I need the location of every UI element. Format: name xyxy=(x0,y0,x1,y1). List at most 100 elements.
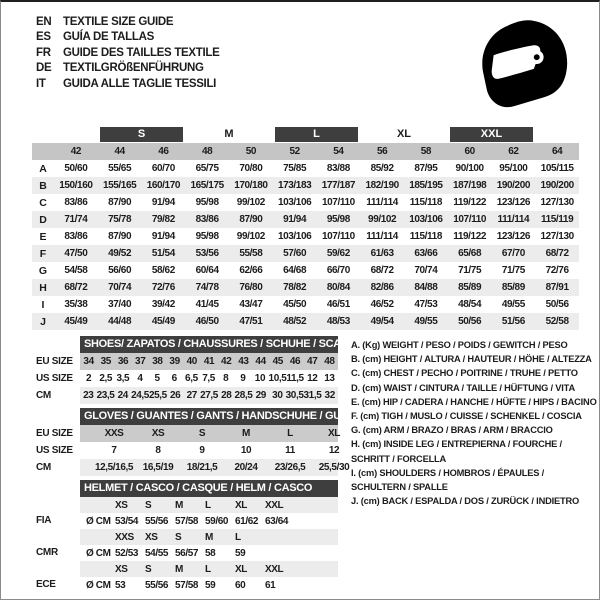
value-cell: M xyxy=(242,428,250,439)
value-cell: 23/26,5 xyxy=(274,462,306,473)
value-cell: 91/94 xyxy=(151,231,175,242)
value-cell: 11,5 xyxy=(286,373,304,384)
value-cell: 107/110 xyxy=(321,197,355,208)
value-cell: 29 xyxy=(255,390,267,401)
value-cell: 43 xyxy=(238,356,249,367)
value-cell: 10 xyxy=(254,373,266,384)
value-cell: 24,5 xyxy=(131,390,149,401)
value-cell: 49/52 xyxy=(108,248,132,259)
value-cell: 123/126 xyxy=(496,231,531,242)
value-cell: 7,5 xyxy=(202,373,215,384)
measure-letter-cell: H xyxy=(39,281,47,294)
size-header-cell: S xyxy=(145,563,152,575)
value-cell: 47 xyxy=(307,356,318,367)
value-cell: 52/53 xyxy=(115,547,139,559)
value-cell: 47/51 xyxy=(239,316,263,327)
value-cell: 45 xyxy=(272,356,284,367)
measurement-legend: A. (Kg) WEIGHT / PESO / POIDS / GEWITCH … xyxy=(351,338,598,508)
value-cell: 155/165 xyxy=(102,180,137,191)
shoes-table: 34 35 36 37 38 39 40 41 42 43 44 45 46 47 48 2 2,5 3,5 4 5 6… xyxy=(80,353,338,404)
value-cell: 43/47 xyxy=(239,299,263,310)
value-cell: 20/24 xyxy=(234,462,258,473)
measure-letter-cell: F xyxy=(39,247,47,260)
legend-item: I. (cm) SHOULDERS / HOMBROS / ÉPAULES / … xyxy=(351,467,544,493)
value-cell: 57/58 xyxy=(175,515,199,527)
size-header-cell: XXL xyxy=(265,563,284,575)
table-row: 7 8 9 10 11 12 xyxy=(80,442,339,459)
value-cell: 52/58 xyxy=(545,316,569,327)
value-cell: 48/54 xyxy=(458,299,482,310)
value-cell: 27 xyxy=(186,390,198,401)
value-cell: 71/75 xyxy=(458,265,482,276)
value-cell: XL xyxy=(328,428,340,439)
size-header-cell: 64 xyxy=(551,146,563,157)
diameter-label-cell: Ø CM xyxy=(86,515,111,527)
value-cell: 48/52 xyxy=(283,316,307,327)
value-cell: 65/68 xyxy=(458,248,482,259)
value-cell: 83/88 xyxy=(326,163,350,174)
value-cell: 72/76 xyxy=(545,265,569,276)
value-cell: 72/76 xyxy=(151,282,175,293)
table-row: D 71/74 75/78 79/82 83/86 87/90 91/94 95/98 99/1… xyxy=(32,211,579,228)
value-cell: 23 xyxy=(83,390,94,401)
table-row: Ø CM 52/53 54/55 56/57 58 59 xyxy=(80,545,338,561)
value-cell: 84/88 xyxy=(414,282,438,293)
value-cell: 59 xyxy=(205,579,216,591)
size-header-cell: 60 xyxy=(464,146,475,157)
value-cell: 83/86 xyxy=(64,231,88,242)
value-cell: 95/98 xyxy=(195,231,219,242)
value-cell: 90/100 xyxy=(455,163,485,174)
value-cell: 83/86 xyxy=(195,214,219,225)
value-cell: 91/94 xyxy=(151,197,175,208)
value-cell: 56/57 xyxy=(175,547,199,559)
gloves-table: XXS XS S M L XL 7 8 9 10 11 12 12,5/16,5 16,5/19 18/21… xyxy=(80,425,350,476)
value-cell: 11 xyxy=(285,445,295,456)
value-cell: 58 xyxy=(205,547,216,559)
size-header-cell: L xyxy=(235,531,241,543)
value-cell: 48/53 xyxy=(326,316,350,327)
shoes-row-labels: EU SIZE US SIZE CM xyxy=(36,353,73,404)
value-cell: 111/114 xyxy=(366,231,398,242)
diameter-label-cell: Ø CM xyxy=(86,579,111,591)
value-cell: 80/84 xyxy=(326,282,350,293)
size-header-cell: 46 xyxy=(158,146,169,157)
size-group-label: M xyxy=(224,128,234,140)
value-cell: 78/82 xyxy=(283,282,307,293)
value-cell: 76/80 xyxy=(239,282,263,293)
value-cell: 32 xyxy=(324,390,336,401)
language-row: EN TEXTILE SIZE GUIDE xyxy=(36,14,220,30)
value-cell: 173/183 xyxy=(277,180,312,191)
value-cell: 51/54 xyxy=(151,248,175,259)
value-cell: 47/50 xyxy=(64,248,88,259)
helmet-table-title: HELMET / CASCO / CASQUE / HELM / CASCO xyxy=(80,480,338,497)
helmet-size-row: XXS XS S M L xyxy=(80,529,338,545)
size-header-cell: 48 xyxy=(201,146,213,157)
language-row: FR GUIDE DES TAILLES TEXTILE xyxy=(36,45,220,61)
value-cell: 170/180 xyxy=(234,180,268,191)
language-row: ES GUÍA DE TALLAS xyxy=(36,30,220,46)
value-cell: 55/56 xyxy=(145,515,169,527)
value-cell: 66/70 xyxy=(326,265,350,276)
table-row: XXS XS S M L XL xyxy=(80,425,340,442)
helmet-size-row: XS S M L XL XXL xyxy=(80,497,338,513)
value-cell: 87/90 xyxy=(108,231,132,242)
value-cell: 4 xyxy=(137,373,143,384)
size-header-cell: L xyxy=(205,499,211,511)
table-row: 23 23,5 24 24,5 25,5 26 27 27,5 28 28,5 29 30 30,5 31… xyxy=(80,387,338,404)
value-cell: XXS xyxy=(104,428,124,439)
value-cell: 41 xyxy=(203,356,215,367)
value-cell: 5 xyxy=(154,373,161,384)
value-cell: 58/62 xyxy=(151,265,175,276)
table-row: A 50/60 55/65 60/70 65/75 70/80 75/85 83/88 85/9… xyxy=(32,160,579,177)
value-cell: 60 xyxy=(235,579,246,591)
value-cell: 61 xyxy=(265,579,276,591)
value-cell: 87/91 xyxy=(545,282,569,293)
size-header-cell: 50 xyxy=(245,146,257,157)
value-cell: 45/50 xyxy=(283,299,307,310)
value-cell: 150/160 xyxy=(59,180,93,191)
value-cell: 63/64 xyxy=(265,515,289,527)
value-cell: 12 xyxy=(328,445,340,456)
value-cell: 9 xyxy=(199,445,205,456)
value-cell: 8 xyxy=(223,373,229,384)
value-cell: 12,5/16,5 xyxy=(94,462,134,473)
